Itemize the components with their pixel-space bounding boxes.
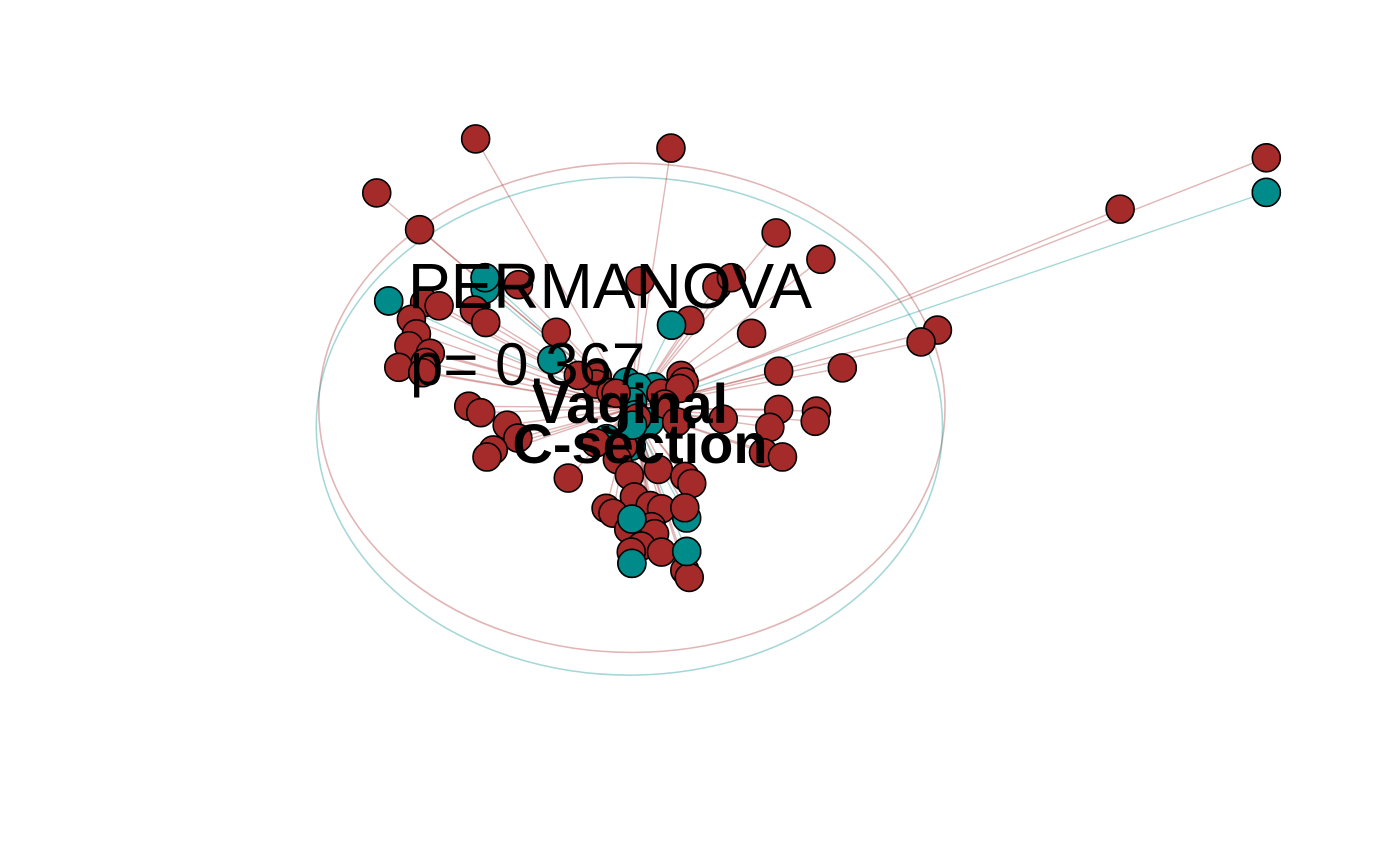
spider-line-vaginal <box>631 208 1121 409</box>
point-vaginal <box>407 357 438 388</box>
point-vaginal <box>656 133 686 163</box>
point-vaginal <box>761 218 791 248</box>
point-vaginal <box>736 318 767 349</box>
group-labels: Vaginal C-section <box>512 372 767 475</box>
group-ellipses <box>315 162 946 676</box>
point-c-section <box>656 310 687 341</box>
point-vaginal <box>670 492 700 523</box>
point-c-section <box>373 286 404 316</box>
point-vaginal <box>827 353 858 383</box>
point-c-section <box>537 344 567 375</box>
point-vaginal <box>661 407 692 437</box>
point-vaginal <box>424 290 454 321</box>
point-vaginal <box>472 442 502 472</box>
point-vaginal <box>1251 143 1282 173</box>
spider-line-vaginal <box>398 366 633 409</box>
point-c-section <box>617 504 647 534</box>
point-vaginal <box>800 406 831 437</box>
point-vaginal <box>503 269 534 300</box>
point-vaginal <box>716 262 747 293</box>
point-vaginal <box>1105 194 1135 224</box>
spider-line-vaginal <box>507 407 632 426</box>
point-c-section <box>671 536 702 567</box>
point-vaginal <box>553 463 584 493</box>
point-c-section <box>617 410 648 440</box>
point-vaginal <box>404 214 435 245</box>
point-c-section <box>1251 177 1282 208</box>
spider-line-vaginal <box>422 372 633 409</box>
spider-line-vaginal <box>517 407 633 439</box>
point-vaginal <box>601 378 631 409</box>
spider-line-c-section <box>629 191 1267 411</box>
point-vaginal <box>806 244 836 275</box>
point-vaginal <box>383 352 414 383</box>
point-vaginal <box>646 537 677 567</box>
point-vaginal <box>906 327 936 357</box>
group-label-vaginal: Vaginal <box>532 372 728 435</box>
permanova-title: PERMANOVA <box>408 250 813 322</box>
point-vaginal <box>767 442 798 472</box>
point-c-section <box>617 548 647 579</box>
point-vaginal <box>763 356 794 386</box>
point-vaginal <box>563 360 594 391</box>
spider-line-vaginal <box>631 157 1267 409</box>
permanova-p-value: p= 0.367 <box>410 331 645 398</box>
point-vaginal <box>470 307 501 338</box>
point-vaginal <box>708 404 739 434</box>
point-vaginal <box>674 562 705 593</box>
point-c-section <box>470 262 500 293</box>
point-vaginal <box>625 266 655 296</box>
point-vaginal <box>361 178 392 208</box>
point-vaginal <box>503 423 533 453</box>
point-vaginal <box>460 124 491 154</box>
spider-line-vaginal <box>425 361 633 409</box>
ellipse-c-section <box>315 176 944 676</box>
ellipse-vaginal <box>317 162 946 654</box>
spider-line-vaginal <box>468 405 632 409</box>
point-vaginal <box>465 397 496 428</box>
permanova-annotation: PERMANOVA p= 0.367 <box>408 250 813 398</box>
spider-line-vaginal <box>475 138 633 409</box>
data-points <box>361 124 1282 593</box>
group-label-c-section: C-section <box>512 412 767 475</box>
